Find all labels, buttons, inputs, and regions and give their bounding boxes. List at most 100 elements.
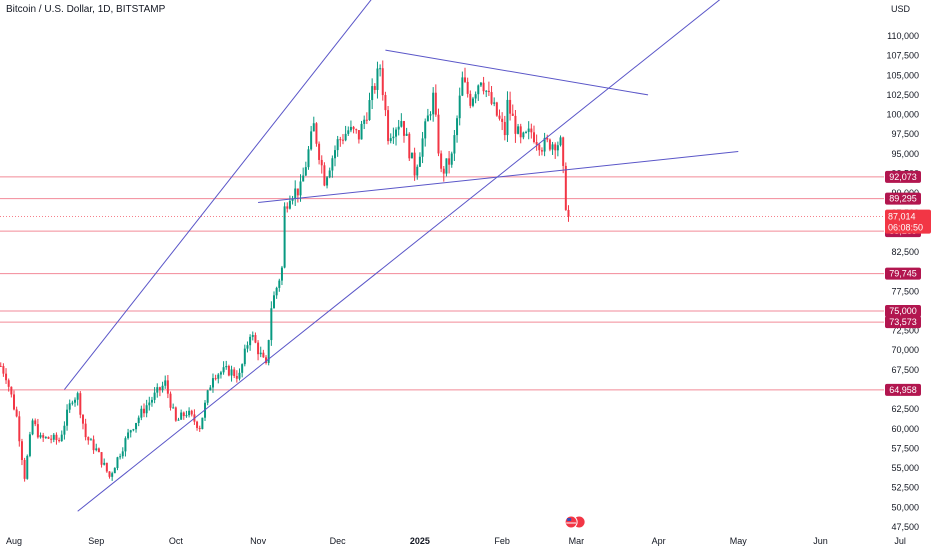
candle-body[interactable] (564, 165, 567, 210)
candle-body[interactable] (363, 119, 366, 124)
candle-body[interactable] (23, 459, 26, 479)
candle-body[interactable] (81, 414, 84, 424)
candle-body[interactable] (371, 86, 374, 101)
candle-body[interactable] (384, 95, 387, 111)
candle-body[interactable] (108, 471, 111, 477)
candle-body[interactable] (135, 423, 138, 430)
candle-body[interactable] (44, 436, 47, 438)
candle-body[interactable] (426, 115, 429, 122)
candle-body[interactable] (272, 295, 275, 309)
candle-body[interactable] (243, 348, 246, 365)
candle-body[interactable] (458, 95, 461, 119)
candle-body[interactable] (206, 390, 209, 403)
candle-body[interactable] (445, 158, 448, 174)
candle-body[interactable] (538, 144, 541, 151)
candle-body[interactable] (562, 137, 565, 166)
candle-body[interactable] (257, 342, 260, 355)
candle-body[interactable] (5, 373, 8, 381)
candle-body[interactable] (180, 412, 183, 420)
candle-body[interactable] (275, 287, 278, 296)
candle-body[interactable] (421, 138, 424, 157)
candle-body[interactable] (453, 135, 456, 154)
candle-body[interactable] (493, 102, 496, 104)
current-price-badge[interactable] (885, 209, 931, 234)
candle-body[interactable] (116, 457, 119, 469)
candle-body[interactable] (142, 408, 145, 414)
candle-body[interactable] (172, 407, 175, 409)
trend-line[interactable] (258, 150, 739, 204)
candle-body[interactable] (150, 399, 153, 403)
candle-body[interactable] (339, 139, 342, 141)
candle-body[interactable] (198, 427, 201, 430)
candle-body[interactable] (567, 209, 570, 217)
candle-body[interactable] (209, 387, 212, 391)
candle-body[interactable] (0, 365, 2, 367)
candle-body[interactable] (535, 141, 538, 145)
candle-body[interactable] (469, 93, 472, 106)
candle-body[interactable] (424, 121, 427, 139)
candle-body[interactable] (66, 409, 69, 426)
candle-body[interactable] (124, 438, 127, 452)
level-price-badge[interactable] (885, 170, 921, 183)
candle-body[interactable] (530, 128, 533, 133)
candle-body[interactable] (2, 366, 5, 374)
candle-body[interactable] (50, 438, 53, 440)
candle-body[interactable] (410, 152, 413, 159)
candle-body[interactable] (251, 335, 254, 337)
candle-body[interactable] (137, 417, 140, 424)
candle-body[interactable] (379, 68, 382, 70)
candle-body[interactable] (7, 380, 10, 387)
candle-body[interactable] (543, 137, 546, 152)
candle-body[interactable] (26, 455, 29, 479)
candle-body[interactable] (397, 126, 400, 130)
candle-body[interactable] (527, 128, 530, 132)
candle-body[interactable] (336, 139, 339, 151)
candle-body[interactable] (461, 77, 464, 96)
candle-body[interactable] (479, 82, 482, 86)
candle-body[interactable] (55, 434, 58, 441)
candle-body[interactable] (227, 365, 230, 376)
candle-body[interactable] (68, 403, 71, 410)
candle-body[interactable] (267, 340, 270, 363)
candle-body[interactable] (304, 167, 307, 176)
candle-body[interactable] (211, 378, 214, 388)
candle-body[interactable] (418, 156, 421, 167)
candle-body[interactable] (121, 451, 124, 457)
level-price-badge[interactable] (885, 192, 921, 205)
candle-body[interactable] (156, 387, 159, 393)
candle-body[interactable] (87, 437, 90, 441)
candle-body[interactable] (495, 102, 498, 116)
us-flag-events-icon[interactable] (564, 515, 578, 529)
candle-body[interactable] (416, 166, 419, 176)
candle-body[interactable] (246, 345, 249, 349)
candle-body[interactable] (546, 137, 549, 140)
candle-body[interactable] (219, 372, 222, 375)
currency-label[interactable]: USD (890, 4, 910, 14)
candle-body[interactable] (352, 126, 355, 130)
candle-body[interactable] (326, 177, 329, 186)
candle-body[interactable] (15, 409, 18, 417)
candle-body[interactable] (408, 133, 411, 159)
candle-body[interactable] (288, 200, 291, 209)
candle-body[interactable] (349, 126, 352, 131)
candle-body[interactable] (42, 435, 45, 438)
candle-body[interactable] (442, 168, 445, 174)
candle-body[interactable] (328, 170, 331, 178)
candle-body[interactable] (344, 133, 347, 141)
candle-body[interactable] (238, 372, 241, 379)
candle-body[interactable] (31, 420, 34, 435)
candle-body[interactable] (153, 392, 156, 400)
candle-body[interactable] (448, 158, 451, 165)
candle-body[interactable] (559, 137, 562, 146)
candle-body[interactable] (395, 129, 398, 137)
candle-body[interactable] (254, 335, 257, 343)
candle-body[interactable] (47, 436, 50, 439)
candle-body[interactable] (532, 132, 535, 142)
candle-body[interactable] (132, 429, 135, 431)
candle-body[interactable] (307, 149, 310, 168)
trend-line[interactable] (385, 49, 649, 96)
candle-body[interactable] (456, 118, 459, 136)
candle-body[interactable] (413, 152, 416, 176)
candle-body[interactable] (519, 126, 522, 138)
candle-body[interactable] (270, 308, 273, 341)
